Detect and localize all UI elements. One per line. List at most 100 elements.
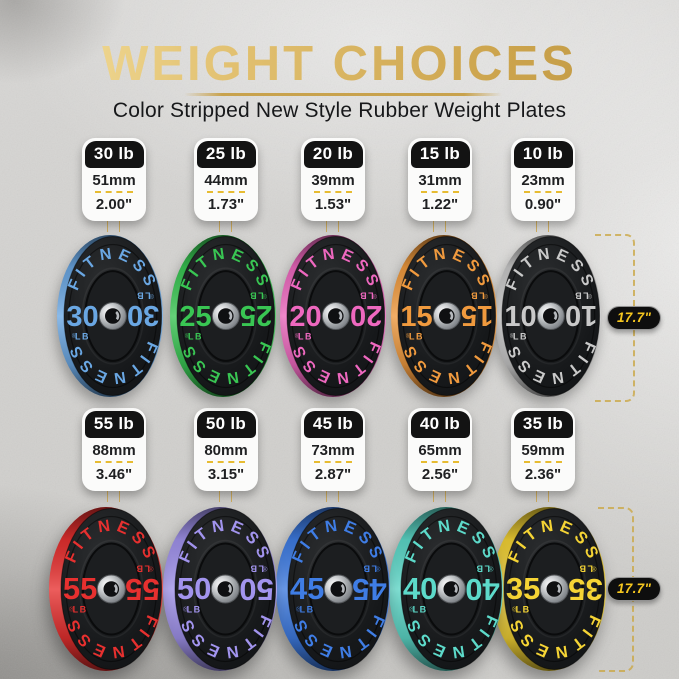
spec-body: 31mm 1.22" bbox=[408, 170, 472, 221]
spec-label-40lb: 40 lb 65mm 2.56" bbox=[408, 408, 472, 491]
plate-weight-number: 45 bbox=[352, 572, 386, 607]
registered-mark: ® bbox=[409, 604, 414, 612]
spec-thickness-inch: 2.36" bbox=[524, 466, 562, 483]
bumper-plate-55lb: FITNESS ® 55 LB FITNESS ® 55 LB bbox=[49, 507, 163, 671]
plate-weight-unit: LB bbox=[470, 291, 485, 301]
spec-weight: 25 lb bbox=[196, 140, 256, 168]
plate-weight-unit: LB bbox=[249, 564, 264, 574]
spec-label-50lb: 50 lb 80mm 3.15" bbox=[194, 408, 258, 491]
plate-weight-unit: LB bbox=[136, 291, 151, 301]
spec-thickness-mm: 31mm bbox=[418, 172, 462, 189]
spec-label-20lb: 20 lb 39mm 1.53" bbox=[301, 138, 365, 221]
bumper-plate-10lb: FITNESS ® 10 LB FITNESS ® 10 LB bbox=[495, 235, 601, 397]
spec-thickness-mm: 23mm bbox=[521, 172, 565, 189]
spec-weight: 40 lb bbox=[410, 410, 470, 438]
registered-mark: ® bbox=[183, 604, 188, 612]
spec-divider bbox=[207, 461, 245, 463]
page-subtitle: Color Stripped New Style Rubber Weight P… bbox=[112, 99, 567, 122]
spec-divider bbox=[524, 191, 562, 193]
plate-weight-unit: LB bbox=[578, 564, 593, 574]
spec-thickness-mm: 51mm bbox=[92, 172, 136, 189]
spec-thickness-inch: 3.15" bbox=[207, 466, 245, 483]
plate-weight-unit: LB bbox=[574, 291, 589, 301]
spec-thickness-mm: 44mm bbox=[204, 172, 248, 189]
registered-mark: ® bbox=[72, 331, 77, 339]
spec-label-10lb: 10 lb 23mm 0.90" bbox=[511, 138, 575, 221]
plate-weight-number: 45 bbox=[290, 571, 324, 606]
spec-body: 39mm 1.53" bbox=[301, 170, 365, 221]
plate-weight-number: 15 bbox=[461, 299, 493, 331]
spec-thickness-mm: 59mm bbox=[521, 442, 565, 459]
spec-weight: 20 lb bbox=[303, 140, 363, 168]
spec-body: 44mm 1.73" bbox=[194, 170, 258, 221]
plate-weight-number: 40 bbox=[465, 572, 499, 607]
plate-weight-unit: LB bbox=[249, 291, 264, 301]
bumper-plate-50lb: FITNESS ® 50 LB FITNESS ® 50 LB bbox=[163, 507, 277, 671]
spec-thickness-mm: 65mm bbox=[418, 442, 462, 459]
spec-weight: 35 lb bbox=[513, 410, 573, 438]
bumper-plate-40lb: FITNESS ® 40 LB FITNESS ® 40 LB bbox=[389, 507, 503, 671]
bumper-plate-25lb: FITNESS ® 25 LB FITNESS ® 25 LB bbox=[170, 235, 276, 397]
registered-mark: ® bbox=[295, 331, 300, 339]
spec-divider bbox=[524, 461, 562, 463]
spec-thickness-mm: 39mm bbox=[311, 172, 355, 189]
spec-body: 80mm 3.15" bbox=[194, 440, 258, 491]
spec-body: 51mm 2.00" bbox=[82, 170, 146, 221]
spec-weight: 45 lb bbox=[303, 410, 363, 438]
diameter-label: 17.7" bbox=[617, 310, 652, 325]
diameter-pill-bottom: 17.7" bbox=[607, 577, 662, 601]
spec-body: 88mm 3.46" bbox=[82, 440, 146, 491]
spec-weight: 30 lb bbox=[84, 140, 144, 168]
spec-thickness-mm: 88mm bbox=[92, 442, 136, 459]
spec-weight: 15 lb bbox=[410, 140, 470, 168]
plate-weight-number: 35 bbox=[506, 571, 540, 606]
diameter-label: 17.7" bbox=[617, 581, 652, 596]
plate-weight-number: 20 bbox=[289, 301, 321, 333]
registered-mark: ® bbox=[69, 604, 74, 612]
spec-thickness-inch: 3.46" bbox=[95, 466, 133, 483]
spec-weight: 50 lb bbox=[196, 410, 256, 438]
plate-weight-number: 25 bbox=[179, 301, 211, 333]
registered-mark: ® bbox=[512, 604, 517, 612]
spec-label-55lb: 55 lb 88mm 3.46" bbox=[82, 408, 146, 491]
plate-weight-number: 40 bbox=[403, 571, 437, 606]
spec-weight: 55 lb bbox=[84, 410, 144, 438]
spec-body: 65mm 2.56" bbox=[408, 440, 472, 491]
plate-weight-unit: LB bbox=[475, 564, 490, 574]
registered-mark: ® bbox=[510, 331, 515, 339]
plate-weight-number: 35 bbox=[568, 572, 602, 607]
spec-thickness-inch: 0.90" bbox=[524, 196, 562, 213]
plate-weight-number: 30 bbox=[66, 301, 98, 333]
spec-body: 73mm 2.87" bbox=[301, 440, 365, 491]
spec-label-30lb: 30 lb 51mm 2.00" bbox=[82, 138, 146, 221]
spec-label-45lb: 45 lb 73mm 2.87" bbox=[301, 408, 365, 491]
plate-weight-number: 10 bbox=[565, 299, 597, 331]
bumper-plate-30lb: FITNESS ® 30 LB FITNESS ® 30 LB bbox=[57, 235, 163, 397]
plate-weight-number: 15 bbox=[400, 301, 432, 333]
spec-divider bbox=[421, 191, 459, 193]
plate-weight-number: 50 bbox=[177, 571, 211, 606]
spec-thickness-inch: 2.87" bbox=[314, 466, 352, 483]
title-underline bbox=[184, 93, 502, 96]
plate-weight-unit: LB bbox=[359, 291, 374, 301]
spec-body: 59mm 2.36" bbox=[511, 440, 575, 491]
plate-weight-number: 30 bbox=[127, 299, 159, 331]
bumper-plate-35lb: FITNESS ® 35 LB FITNESS ® 35 LB bbox=[492, 507, 606, 671]
plate-weight-number: 55 bbox=[125, 572, 159, 607]
spec-divider bbox=[314, 461, 352, 463]
spec-divider bbox=[95, 461, 133, 463]
spec-label-25lb: 25 lb 44mm 1.73" bbox=[194, 138, 258, 221]
spec-label-35lb: 35 lb 59mm 2.36" bbox=[511, 408, 575, 491]
bumper-plate-20lb: FITNESS ® 20 LB FITNESS ® 20 LB bbox=[280, 235, 386, 397]
registered-mark: ® bbox=[296, 604, 301, 612]
spec-divider bbox=[95, 191, 133, 193]
spec-divider bbox=[421, 461, 459, 463]
spec-thickness-inch: 2.56" bbox=[421, 466, 459, 483]
registered-mark: ® bbox=[185, 331, 190, 339]
diameter-pill-top: 17.7" bbox=[607, 306, 662, 330]
spec-divider bbox=[207, 191, 245, 193]
plate-weight-number: 25 bbox=[240, 299, 272, 331]
page-title: WEIGHT CHOICES bbox=[0, 36, 679, 92]
registered-mark: ® bbox=[406, 331, 411, 339]
